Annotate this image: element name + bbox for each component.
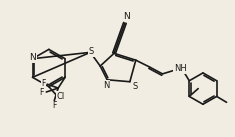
Text: S: S xyxy=(132,82,137,91)
Text: N: N xyxy=(124,12,130,21)
Text: NH: NH xyxy=(174,65,187,73)
Text: F: F xyxy=(39,88,43,96)
Text: F: F xyxy=(52,101,56,110)
Text: S: S xyxy=(89,47,94,56)
Text: Cl: Cl xyxy=(57,92,65,101)
Text: N: N xyxy=(29,53,36,62)
Text: N: N xyxy=(103,81,109,90)
Text: F: F xyxy=(41,79,46,88)
